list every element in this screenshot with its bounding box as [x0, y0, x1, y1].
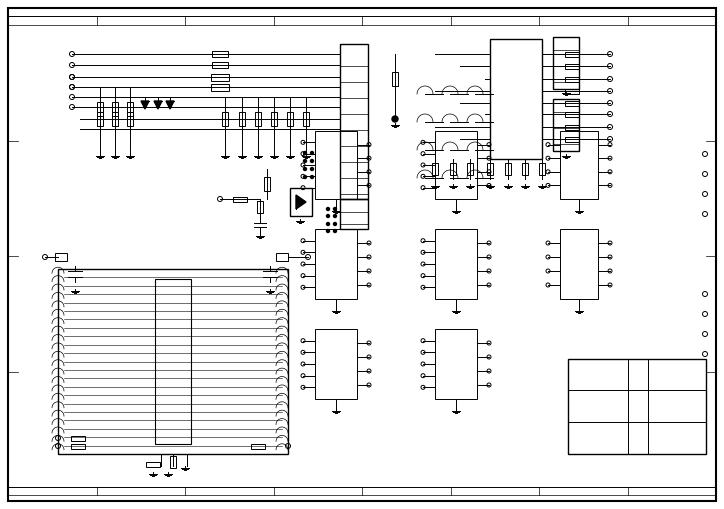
Bar: [112, 102, 118, 116]
Bar: [315, 131, 357, 199]
Bar: [276, 253, 288, 261]
Bar: [146, 462, 160, 467]
Circle shape: [327, 230, 329, 233]
Bar: [71, 443, 85, 448]
Bar: [290, 188, 312, 216]
Bar: [211, 73, 229, 80]
Circle shape: [303, 176, 306, 179]
Bar: [392, 72, 398, 86]
Bar: [432, 163, 438, 175]
Circle shape: [303, 152, 306, 155]
Bar: [539, 163, 545, 175]
Circle shape: [334, 230, 337, 233]
Polygon shape: [296, 195, 306, 209]
Bar: [487, 163, 493, 175]
Bar: [212, 51, 228, 57]
Bar: [565, 111, 579, 117]
Bar: [435, 329, 477, 399]
Bar: [239, 112, 245, 126]
Bar: [264, 177, 270, 191]
Bar: [560, 131, 598, 199]
Bar: [565, 125, 579, 129]
Bar: [211, 83, 229, 91]
Bar: [97, 112, 103, 126]
Circle shape: [392, 116, 398, 122]
Polygon shape: [141, 101, 149, 109]
Bar: [467, 163, 473, 175]
Circle shape: [311, 167, 313, 171]
Bar: [251, 443, 265, 448]
Bar: [315, 229, 357, 299]
Bar: [212, 62, 228, 68]
Bar: [340, 199, 368, 229]
Circle shape: [303, 167, 306, 171]
Bar: [435, 131, 477, 199]
Circle shape: [334, 208, 337, 211]
Bar: [553, 99, 579, 151]
Bar: [340, 44, 368, 199]
Bar: [58, 269, 288, 454]
Bar: [303, 112, 309, 126]
Circle shape: [303, 159, 306, 162]
Bar: [565, 76, 579, 81]
Bar: [553, 37, 579, 89]
Bar: [565, 136, 579, 142]
Bar: [565, 89, 579, 94]
Bar: [522, 163, 528, 175]
Bar: [222, 112, 228, 126]
Circle shape: [334, 222, 337, 225]
Polygon shape: [154, 101, 162, 109]
Bar: [233, 196, 247, 202]
Bar: [55, 253, 67, 261]
Bar: [127, 112, 133, 126]
Bar: [490, 39, 542, 159]
Bar: [565, 100, 579, 105]
Circle shape: [327, 222, 329, 225]
Bar: [170, 456, 176, 468]
Bar: [565, 64, 579, 69]
Bar: [127, 102, 133, 116]
Circle shape: [327, 214, 329, 217]
Bar: [450, 163, 456, 175]
Bar: [565, 51, 579, 56]
Bar: [255, 112, 261, 126]
Bar: [112, 112, 118, 126]
Bar: [71, 436, 85, 440]
Bar: [257, 201, 263, 213]
Circle shape: [311, 176, 313, 179]
Circle shape: [327, 208, 329, 211]
Bar: [271, 112, 277, 126]
Circle shape: [311, 159, 313, 162]
Bar: [287, 112, 293, 126]
Bar: [97, 102, 103, 116]
Bar: [315, 329, 357, 399]
Bar: [505, 163, 511, 175]
Bar: [155, 279, 191, 444]
Bar: [568, 359, 706, 454]
Circle shape: [334, 214, 337, 217]
Bar: [435, 229, 477, 299]
Polygon shape: [166, 101, 174, 109]
Circle shape: [311, 152, 313, 155]
Bar: [560, 229, 598, 299]
